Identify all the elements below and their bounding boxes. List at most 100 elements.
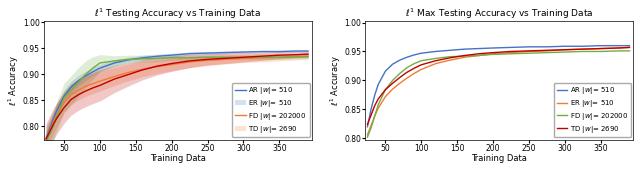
TD $|w|$= 2690 (168, 63, 175, 65)
FD $|w|$= 202000 (367, 127, 375, 129)
ER $|w|$= 510 (525, 50, 533, 53)
TD $|w|$= 2690 (507, 50, 515, 53)
FD $|w|$= 202000 (597, 50, 605, 53)
FD $|w|$= 202000 (42, 140, 50, 142)
FD $|w|$= 202000 (626, 50, 634, 52)
AR $|w|$= 510 (626, 45, 634, 47)
AR $|w|$= 510 (139, 57, 147, 59)
Legend: AR $|w|$= 510, ER $|w|$= 510, FD $|w|$= 202000, TD $|w|$= 2690: AR $|w|$= 510, ER $|w|$= 510, FD $|w|$= … (232, 83, 310, 137)
ER $|w|$= 510 (111, 75, 118, 78)
ER $|w|$= 510 (125, 71, 132, 73)
FD $|w|$= 202000 (154, 57, 161, 59)
FD $|w|$= 202000 (579, 50, 587, 53)
ER $|w|$= 510 (367, 125, 375, 127)
FD $|w|$= 202000 (364, 136, 371, 138)
TD $|w|$= 2690 (53, 117, 61, 119)
FD $|w|$= 202000 (417, 60, 425, 62)
ER $|w|$= 510 (417, 68, 425, 70)
AR $|w|$= 510 (276, 50, 284, 53)
ER $|w|$= 510 (410, 72, 418, 74)
ER $|w|$= 510 (89, 83, 97, 85)
AR $|w|$= 510 (543, 46, 551, 48)
TD $|w|$= 2690 (417, 64, 425, 66)
AR $|w|$= 510 (374, 83, 382, 86)
AR $|w|$= 510 (446, 49, 454, 51)
TD $|w|$= 2690 (294, 54, 301, 56)
AR $|w|$= 510 (489, 47, 497, 49)
FD $|w|$= 202000 (294, 56, 301, 58)
TD $|w|$= 2690 (403, 71, 411, 73)
AR $|w|$= 510 (371, 95, 378, 97)
ER $|w|$= 510 (294, 56, 301, 58)
AR $|w|$= 510 (417, 52, 425, 54)
TD $|w|$= 2690 (89, 87, 97, 89)
AR $|w|$= 510 (579, 45, 587, 47)
FD $|w|$= 202000 (446, 56, 454, 58)
FD $|w|$= 202000 (139, 58, 147, 60)
TD $|w|$= 2690 (525, 50, 533, 52)
AR $|w|$= 510 (186, 53, 193, 55)
FD $|w|$= 202000 (489, 53, 497, 55)
AR $|w|$= 510 (89, 71, 97, 73)
TD $|w|$= 2690 (74, 94, 82, 96)
TD $|w|$= 2690 (432, 60, 440, 62)
TD $|w|$= 2690 (42, 138, 50, 140)
TD $|w|$= 2690 (204, 58, 211, 60)
AR $|w|$= 510 (304, 50, 312, 52)
ER $|w|$= 510 (507, 52, 515, 54)
FD $|w|$= 202000 (111, 60, 118, 62)
Title: $\ell^1$ Testing Accuracy vs Training Data: $\ell^1$ Testing Accuracy vs Training Da… (94, 7, 261, 21)
TD $|w|$= 2690 (96, 84, 104, 86)
TD $|w|$= 2690 (461, 55, 468, 57)
Line: FD $|w|$= 202000: FD $|w|$= 202000 (46, 57, 308, 141)
ER $|w|$= 510 (461, 56, 468, 58)
ER $|w|$= 510 (579, 48, 587, 50)
ER $|w|$= 510 (42, 138, 50, 140)
X-axis label: Training Data: Training Data (150, 154, 205, 163)
AR $|w|$= 510 (221, 52, 229, 54)
TD $|w|$= 2690 (388, 82, 396, 84)
FD $|w|$= 202000 (89, 67, 97, 69)
FD $|w|$= 202000 (186, 57, 193, 59)
Line: AR $|w|$= 510: AR $|w|$= 510 (367, 46, 630, 127)
AR $|w|$= 510 (257, 50, 265, 53)
ER $|w|$= 510 (561, 49, 569, 51)
ER $|w|$= 510 (597, 48, 605, 50)
FD $|w|$= 202000 (561, 51, 569, 53)
TD $|w|$= 2690 (367, 114, 375, 116)
AR $|w|$= 510 (475, 48, 483, 50)
TD $|w|$= 2690 (125, 73, 132, 75)
ER $|w|$= 510 (53, 114, 61, 116)
TD $|w|$= 2690 (381, 89, 389, 91)
Y-axis label: $\ell^1$ Accuracy: $\ell^1$ Accuracy (7, 55, 21, 106)
Line: ER $|w|$= 510: ER $|w|$= 510 (367, 47, 630, 135)
TD $|w|$= 2690 (364, 123, 371, 125)
TD $|w|$= 2690 (60, 107, 68, 109)
X-axis label: Training Data: Training Data (471, 154, 527, 163)
FD $|w|$= 202000 (396, 72, 404, 74)
ER $|w|$= 510 (204, 59, 211, 61)
AR $|w|$= 510 (46, 128, 54, 130)
TD $|w|$= 2690 (410, 67, 418, 69)
AR $|w|$= 510 (388, 63, 396, 65)
AR $|w|$= 510 (561, 45, 569, 47)
ER $|w|$= 510 (388, 88, 396, 90)
FD $|w|$= 202000 (53, 115, 61, 117)
AR $|w|$= 510 (403, 56, 411, 58)
ER $|w|$= 510 (186, 61, 193, 63)
TD $|w|$= 2690 (597, 48, 605, 50)
AR $|w|$= 510 (96, 67, 104, 69)
ER $|w|$= 510 (154, 66, 161, 68)
TD $|w|$= 2690 (626, 46, 634, 48)
TD $|w|$= 2690 (371, 105, 378, 107)
ER $|w|$= 510 (432, 63, 440, 65)
FD $|w|$= 202000 (82, 73, 90, 75)
AR $|w|$= 510 (82, 75, 90, 77)
FD $|w|$= 202000 (60, 97, 68, 99)
Line: TD $|w|$= 2690: TD $|w|$= 2690 (367, 47, 630, 124)
ER $|w|$= 510 (304, 55, 312, 57)
ER $|w|$= 510 (82, 85, 90, 87)
ER $|w|$= 510 (543, 50, 551, 52)
FD $|w|$= 202000 (67, 89, 75, 91)
ER $|w|$= 510 (257, 57, 265, 59)
